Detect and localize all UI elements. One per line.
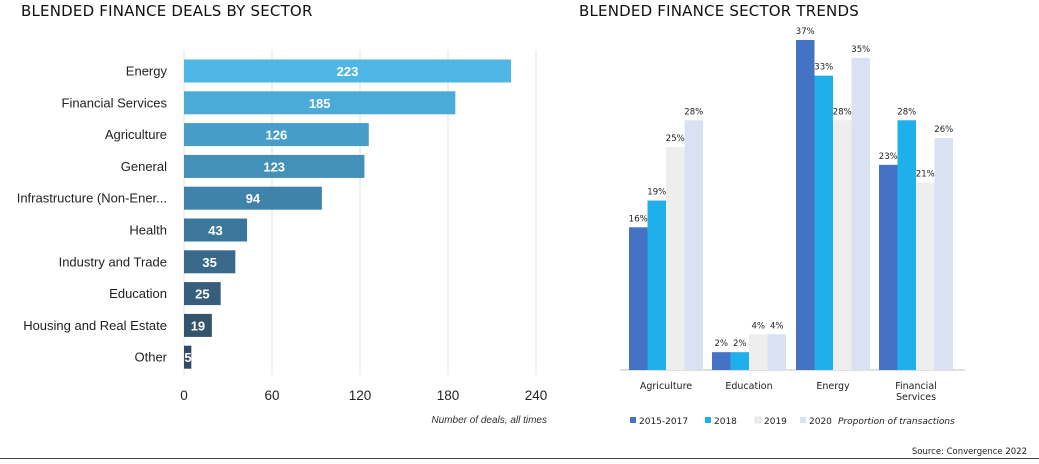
category-label: Energy [126,64,168,79]
bar-value-label: 35 [202,255,216,270]
x-tick-label: 0 [180,388,188,403]
category-label: Infrastructure (Non-Ener... [17,191,167,206]
bar [749,334,768,370]
bar [184,250,236,274]
x-tick-label: 120 [349,388,372,403]
legend-label: 2015-2017 [639,417,688,427]
legend-label: 2020 [809,417,832,427]
category-label: General [121,159,167,174]
x-tick-label: 240 [525,388,548,403]
left-chart-title: BLENDED FINANCE DEALS BY SECTOR [21,2,313,20]
source-note: Source: Convergence 2022 [911,447,1027,457]
bar [684,120,703,371]
bar [184,313,212,337]
bar [879,164,898,370]
bar-value-label: 28% [833,107,852,117]
category-label: Agriculture [105,127,167,142]
bar [184,123,369,147]
category-label: Financial Services [62,95,168,110]
bar [814,75,833,371]
bar [934,138,953,370]
bar-value-label: 223 [337,64,359,79]
bar [629,227,648,370]
category-label: Education [725,381,772,392]
legend-swatch [630,417,636,423]
bar [184,282,221,306]
bar-value-label: 4% [770,321,784,331]
category-label: Health [129,223,167,238]
category-label: Industry and Trade [59,254,167,269]
legend-swatch [754,416,762,424]
bar [712,352,731,370]
bar-value-label: 21% [916,170,935,180]
bar [184,59,512,83]
legend-note: Proportion of transactions [838,417,955,427]
bar-value-label: 2% [715,339,729,349]
bar-value-label: 19% [647,188,666,198]
bar-value-label: 33% [814,63,833,73]
category-label: Financial [895,381,937,392]
bar-value-label: 26% [934,125,953,135]
bar-value-label: 19 [191,318,205,333]
bar [184,186,322,210]
bar-value-label: 123 [263,159,285,174]
category-label: Energy [816,381,850,392]
bar [730,352,749,370]
bar [833,120,852,371]
bar [666,147,685,370]
legend-label: 2018 [714,417,737,427]
bar-value-label: 28% [897,107,916,117]
bar [184,345,192,369]
bar-value-label: 126 [266,128,288,143]
bar [796,40,815,370]
category-label: Agriculture [640,381,692,392]
category-label: Housing and Real Estate [23,318,167,333]
bottom-rule [0,458,1039,459]
deals-by-sector-chart: 0 60 120 180 240 Energy 223 Financial Services 1… [17,50,548,426]
bar [767,334,786,370]
bar-value-label: 16% [629,214,648,224]
bar-value-label: 35% [851,45,870,55]
bar-value-label: 28% [684,107,703,117]
bar [184,91,456,115]
bar-value-label: 2% [733,339,747,349]
legend-swatch [800,417,806,423]
bar-value-label: 4% [752,321,766,331]
bar [897,120,916,371]
category-label: Education [109,286,167,301]
category-label: Services [896,392,936,403]
bar [647,200,666,370]
bar-value-label: 25 [195,287,209,302]
x-tick-label: 60 [264,388,279,403]
bar-value-label: 94 [246,191,261,206]
bar-value-label: 23% [879,152,898,162]
right-chart-title: BLENDED FINANCE SECTOR TRENDS [579,2,859,20]
bar-value-label: 25% [666,134,685,144]
bar-value-label: 37% [796,27,815,37]
x-tick-label: 180 [437,388,460,403]
bar [851,57,870,371]
legend-label: 2019 [764,417,787,427]
bar-value-label: 43 [208,223,222,238]
x-axis-label: Number of deals, all times [431,415,547,426]
legend-swatch [705,417,711,423]
bar [184,218,248,242]
bar-value-label: 5 [184,350,191,365]
bar [916,182,935,370]
bar-value-label: 185 [309,96,331,111]
bar [184,154,365,178]
category-label: Other [134,350,167,365]
